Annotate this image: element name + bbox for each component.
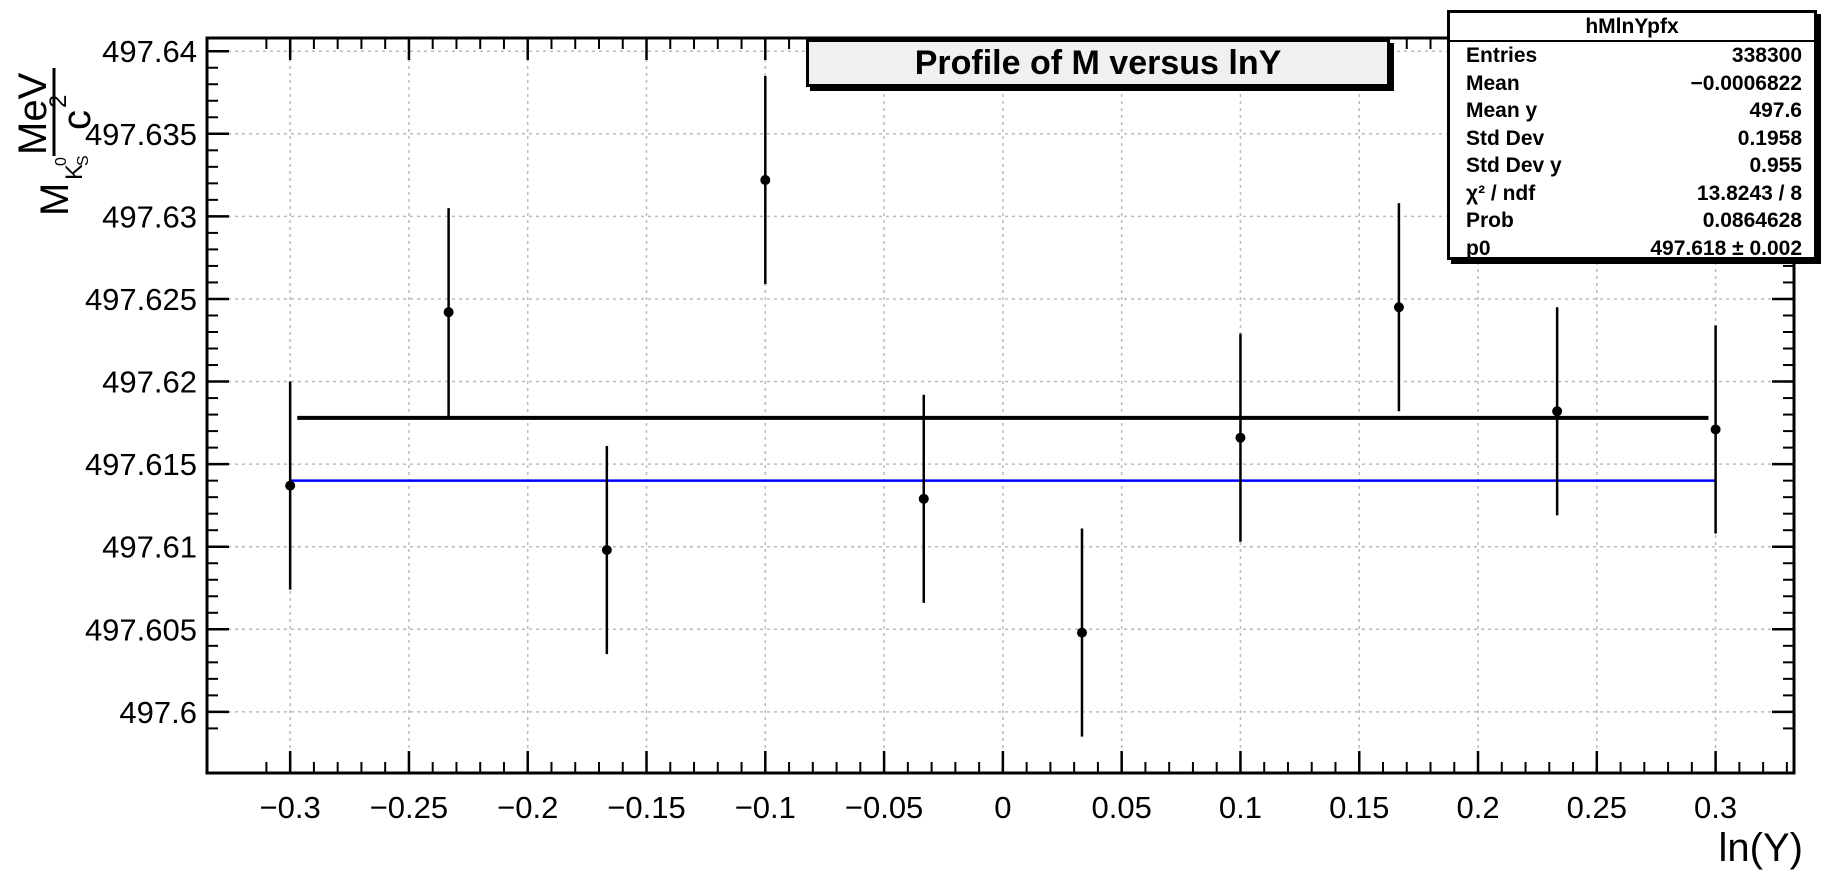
x-tick-label: −0.15 <box>607 790 685 825</box>
chart-title-text: Profile of M versus lnY <box>914 43 1282 82</box>
stats-row: Mean y 497.6 <box>1450 97 1814 125</box>
y-label-sub-sup: 0 <box>53 157 70 166</box>
x-tick-label: 0.1 <box>1219 790 1262 825</box>
y-tick-label: 497.61 <box>102 530 197 565</box>
stats-label: Prob <box>1466 209 1514 232</box>
x-tick-label: −0.1 <box>735 790 796 825</box>
data-point <box>443 307 454 318</box>
y-tick-label: 497.605 <box>85 612 197 647</box>
y-tick-label: 497.625 <box>85 282 197 317</box>
y-label-sub-sub: S <box>75 155 92 166</box>
data-point <box>1552 406 1563 417</box>
x-tick-label: −0.25 <box>370 790 448 825</box>
chart-title: Profile of M versus lnY <box>806 39 1390 87</box>
tick-labels: −0.3 −0.25 −0.2 −0.15 −0.1 −0.05 0 0.05 0.1 0.15 0… <box>85 34 1737 825</box>
y-tick-label: 497.6 <box>119 695 197 730</box>
stats-rows: Entries 338300 Mean −0.0006822 Mean y 497.6 St… <box>1450 42 1814 262</box>
x-tick-label: −0.3 <box>260 790 321 825</box>
stats-row: Prob 0.0864628 <box>1450 207 1814 235</box>
stats-row: Std Dev y 0.955 <box>1450 152 1814 180</box>
x-tick-label: −0.05 <box>845 790 923 825</box>
stats-value: 338300 <box>1731 44 1802 67</box>
stats-value: 0.1958 <box>1737 126 1802 150</box>
x-tick-label: 0.2 <box>1456 790 1499 825</box>
stats-label: Entries <box>1466 44 1538 67</box>
data-point <box>601 545 612 556</box>
stats-value: 497.6 <box>1749 99 1802 122</box>
stats-label: Mean y <box>1466 99 1538 122</box>
stats-row: χ² / ndf 13.8243 / 8 <box>1450 180 1814 208</box>
x-tick-label: 0.25 <box>1567 790 1627 825</box>
stats-label: Std Dev y <box>1466 154 1562 177</box>
stats-value: −0.0006822 <box>1690 71 1802 95</box>
data-point <box>1710 424 1721 435</box>
stats-label: Mean <box>1466 71 1520 95</box>
y-tick-label: 497.63 <box>102 199 197 234</box>
x-tick-label: 0 <box>994 790 1011 825</box>
x-tick-label: 0.3 <box>1694 790 1737 825</box>
data-point <box>285 480 296 491</box>
x-tick-label: −0.2 <box>497 790 558 825</box>
data-points <box>285 75 1721 737</box>
stats-value: 13.8243 / 8 <box>1696 181 1802 205</box>
y-label-numerator: MeV <box>11 72 55 155</box>
stats-label: p0 <box>1466 236 1491 260</box>
y-label-denominator: c <box>55 110 99 130</box>
x-axis-label: ln(Y) <box>1718 826 1803 870</box>
stats-box: hMlnYpfx Entries 338300 Mean −0.0006822 Mean… <box>1447 10 1817 260</box>
plot-frame <box>205 36 1796 775</box>
stats-label: χ² / ndf <box>1466 181 1536 205</box>
y-tick-label: 497.64 <box>102 34 197 69</box>
data-point <box>918 493 929 504</box>
data-point <box>1235 432 1246 443</box>
stats-title: hMlnYpfx <box>1450 13 1814 42</box>
y-tick-label: 497.635 <box>85 117 197 152</box>
x-tick-label: 0.05 <box>1091 790 1151 825</box>
stats-value: 497.618 ± 0.002 <box>1650 236 1802 260</box>
stats-value: 0.0864628 <box>1702 209 1802 232</box>
fit-lines <box>290 415 1716 482</box>
y-tick-label: 497.615 <box>85 447 197 482</box>
y-label-main: M <box>33 183 77 216</box>
y-axis-label: M K 0 S MeV c 2 <box>11 68 99 216</box>
data-point <box>1076 627 1087 638</box>
data-point <box>760 175 771 186</box>
x-tick-label: 0.15 <box>1329 790 1389 825</box>
stats-row: Entries 338300 <box>1450 42 1814 70</box>
y-label-sub: K <box>61 164 88 180</box>
y-tick-label: 497.62 <box>102 365 197 400</box>
stats-label: Std Dev <box>1466 126 1545 150</box>
data-point <box>1393 302 1404 313</box>
stats-row: p0 497.618 ± 0.002 <box>1450 235 1814 263</box>
stats-row: Std Dev 0.1958 <box>1450 125 1814 153</box>
stats-value: 0.955 <box>1749 154 1802 177</box>
y-label-denominator-sup: 2 <box>45 95 72 108</box>
stats-row: Mean −0.0006822 <box>1450 70 1814 98</box>
